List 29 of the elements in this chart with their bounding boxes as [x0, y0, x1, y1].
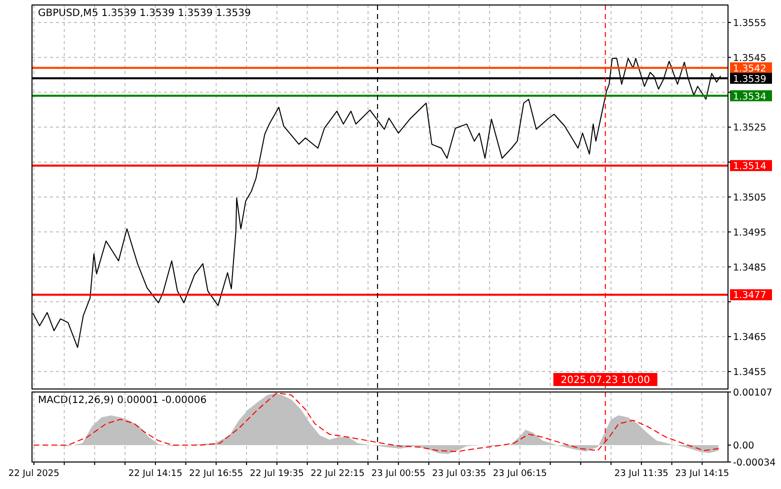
ref-line-label: 1.3542: [733, 63, 766, 74]
x-tick-label: 22 Jul 14:15: [128, 469, 182, 479]
y-tick-label: 1.3455: [733, 367, 766, 378]
x-tick-label: 23 Jul 14:15: [675, 469, 730, 479]
ref-line-label: 1.3534: [733, 91, 766, 102]
y-tick-label: 1.3525: [733, 122, 766, 134]
y-tick-label: 1.3495: [733, 227, 766, 238]
y-tick-label: 1.3505: [733, 192, 766, 204]
x-tick-label: 23 Jul 03:35: [432, 469, 486, 479]
chart-title: GBPUSD,M5 1.3539 1.3539 1.3539 1.3539: [38, 8, 251, 19]
ref-line-label: 1.3539: [733, 74, 766, 85]
chart-title: MACD(12,26,9) 0.00001 -0.00006: [38, 395, 207, 406]
x-tick-label: 23 Jul 11:35: [614, 469, 668, 479]
y-tick-label: 1.3485: [733, 262, 766, 274]
ref-line-label: 1.3514: [733, 161, 766, 172]
x-tick-label: 22 Jul 16:55: [189, 469, 244, 479]
x-tick-label: 22 Jul 2025: [8, 469, 60, 479]
x-tick-label: 23 Jul 06:15: [492, 469, 547, 479]
y-tick-label: 1.3465: [733, 332, 766, 344]
y-tick-label: 0.00: [733, 440, 754, 452]
x-tick-label: 22 Jul 22:15: [310, 469, 365, 479]
y-tick-label: 1.3545: [733, 52, 766, 64]
y-tick-label: 0.00107: [733, 388, 772, 398]
x-tick-label: 23 Jul 00:55: [371, 469, 426, 479]
ref-line-label: 1.3477: [733, 290, 766, 302]
ref-line-label: 2025.07.23 10:00: [560, 375, 650, 386]
x-tick-label: 22 Jul 19:35: [250, 469, 304, 479]
y-tick-label: -0.00034: [733, 458, 776, 468]
y-tick-label: 1.3555: [733, 18, 766, 29]
